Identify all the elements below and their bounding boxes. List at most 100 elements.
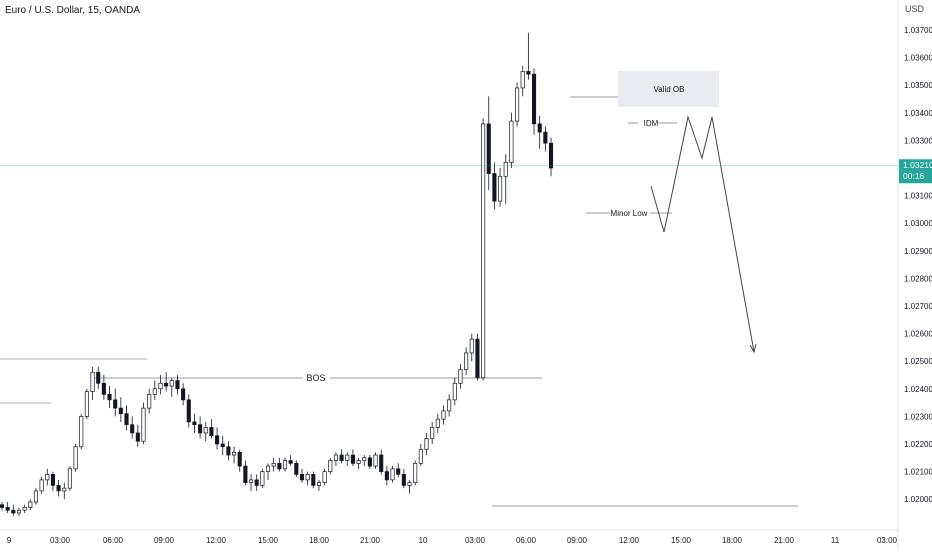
candle[interactable] [198, 416, 203, 439]
candle[interactable] [503, 154, 508, 204]
candle[interactable] [328, 457, 333, 475]
price-axis[interactable]: 1.03700 1.03600 1.03500 1.03400 1.03300 1.031… [904, 26, 932, 504]
current-price-badge[interactable]: 1.03210 00:16 [899, 159, 932, 184]
candle[interactable] [11, 504, 16, 516]
candle[interactable] [469, 333, 474, 362]
drawings[interactable]: BOS Valid OB IDM Minor Low [0, 71, 798, 507]
candle[interactable] [543, 126, 548, 152]
candle[interactable] [333, 452, 338, 467]
candle[interactable] [141, 402, 146, 444]
candle[interactable] [401, 468, 406, 489]
candle[interactable] [452, 377, 457, 406]
candle[interactable] [277, 457, 282, 472]
candle[interactable] [175, 375, 180, 395]
candle[interactable] [288, 455, 293, 467]
candle[interactable] [305, 471, 310, 486]
candle[interactable] [164, 372, 169, 392]
candle[interactable] [515, 82, 520, 127]
candle[interactable] [237, 449, 242, 472]
candle[interactable] [322, 468, 327, 486]
candle[interactable] [413, 460, 418, 486]
candle[interactable] [181, 383, 186, 406]
candle[interactable] [396, 463, 401, 478]
candle[interactable] [135, 424, 140, 447]
candle[interactable] [531, 68, 537, 135]
candle[interactable] [158, 375, 163, 395]
candle[interactable] [248, 474, 254, 491]
candle[interactable] [209, 419, 214, 439]
candle[interactable] [418, 444, 423, 467]
candle[interactable] [316, 479, 322, 491]
candle[interactable] [90, 366, 95, 400]
candle[interactable] [294, 460, 299, 478]
candle[interactable] [520, 65, 525, 97]
candle[interactable] [16, 507, 22, 516]
candle[interactable] [299, 468, 305, 483]
candle[interactable] [265, 463, 271, 480]
candle[interactable] [367, 455, 372, 469]
candle[interactable] [33, 488, 39, 505]
candle[interactable] [79, 413, 84, 450]
candle[interactable] [379, 449, 384, 475]
candle[interactable] [424, 432, 429, 456]
candle[interactable] [271, 457, 276, 472]
candle[interactable] [96, 366, 101, 389]
candle[interactable] [407, 479, 412, 494]
candle[interactable] [464, 347, 469, 375]
candle[interactable] [220, 435, 225, 456]
candle[interactable] [356, 457, 361, 469]
candle[interactable] [73, 444, 78, 472]
candle[interactable] [430, 421, 435, 444]
candle[interactable] [62, 482, 67, 500]
candle[interactable] [28, 499, 33, 511]
candle[interactable] [435, 413, 440, 433]
candle[interactable] [373, 452, 378, 469]
candle[interactable] [215, 427, 220, 450]
candle[interactable] [232, 446, 237, 464]
candle[interactable] [537, 115, 542, 149]
candle[interactable] [498, 168, 503, 207]
candle[interactable] [390, 466, 395, 483]
candle[interactable] [192, 413, 197, 433]
projection-path[interactable] [650, 115, 755, 353]
candle[interactable] [130, 416, 135, 439]
candle[interactable] [226, 441, 231, 461]
candle[interactable] [447, 394, 452, 417]
candle[interactable] [56, 479, 61, 497]
candle[interactable] [101, 375, 106, 400]
valid-ob-box[interactable] [618, 71, 719, 107]
candle[interactable] [509, 112, 514, 168]
candle[interactable] [22, 504, 27, 513]
candle[interactable] [169, 377, 174, 398]
candle[interactable] [475, 333, 480, 381]
candle[interactable] [67, 466, 72, 491]
candle[interactable] [345, 452, 350, 467]
candle[interactable] [458, 363, 463, 389]
candle[interactable] [39, 477, 44, 494]
candle[interactable] [203, 421, 208, 442]
candle[interactable] [350, 449, 355, 467]
candle[interactable] [152, 380, 157, 400]
candle[interactable] [548, 137, 554, 177]
candle[interactable] [45, 468, 50, 486]
candle[interactable] [124, 405, 129, 431]
candle[interactable] [84, 388, 89, 420]
candle[interactable] [260, 468, 265, 489]
candle[interactable] [186, 394, 191, 428]
candle[interactable] [0, 501, 5, 511]
candle[interactable] [339, 449, 344, 464]
candle[interactable] [362, 455, 367, 467]
candle[interactable] [107, 386, 112, 409]
candle[interactable] [254, 474, 259, 491]
candle[interactable] [492, 162, 497, 210]
candle[interactable] [50, 471, 55, 491]
candle[interactable] [526, 32, 531, 80]
candle[interactable] [486, 96, 491, 191]
candle[interactable] [441, 405, 446, 425]
candle[interactable] [243, 460, 248, 486]
candle[interactable] [113, 388, 118, 417]
candle[interactable] [384, 466, 389, 486]
candle[interactable] [311, 471, 316, 489]
